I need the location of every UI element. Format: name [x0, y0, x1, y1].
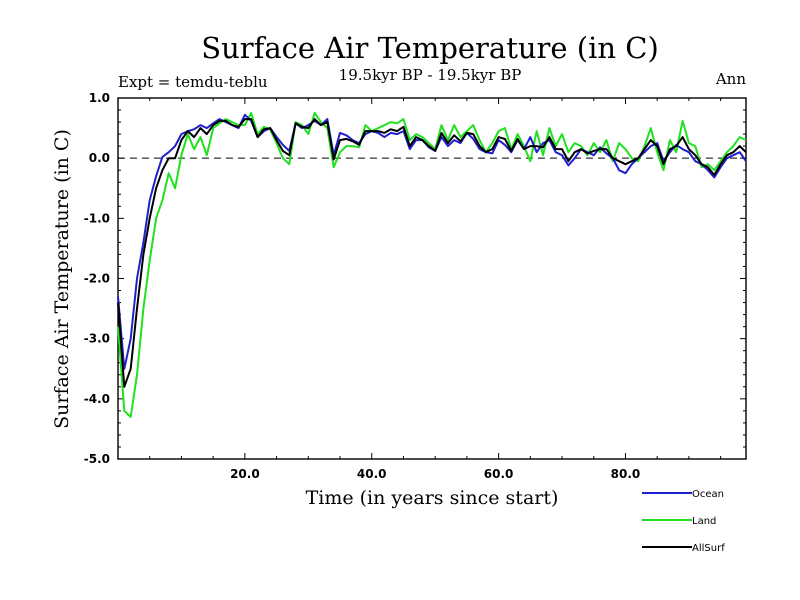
legend: Ocean Land AllSurf — [642, 489, 725, 554]
x-axis-label: Time (in years since start) — [306, 487, 559, 509]
y-tick-label: -1.0 — [84, 211, 110, 225]
x-tick-label: 40.0 — [357, 467, 387, 481]
legend-label-ocean: Ocean — [692, 489, 724, 500]
y-tick-label: -3.0 — [84, 332, 110, 346]
y-tick-label: -2.0 — [84, 272, 110, 286]
plot-frame — [117, 97, 747, 460]
series-lines — [117, 112, 747, 418]
y-tick-label: 1.0 — [89, 91, 110, 105]
experiment-label: Expt = temdu-teblu — [118, 73, 268, 91]
y-tick-label: -4.0 — [84, 392, 110, 406]
plot-area: -5.0 -4.0 -3.0 -2.0 -1.0 0.0 1.0 20.0 40.0 60.0 80… — [84, 91, 747, 481]
y-axis-label: Surface Air Temperature (in C) — [51, 129, 73, 429]
chart-title: Surface Air Temperature (in C) — [201, 31, 659, 65]
legend-label-allsurf: AllSurf — [692, 543, 725, 554]
season-label: Ann — [715, 70, 746, 88]
series-line-ocean — [117, 113, 747, 370]
x-tick-label: 80.0 — [611, 467, 641, 481]
series-line-allsurf — [117, 118, 747, 388]
y-tick-label: 0.0 — [89, 151, 110, 165]
legend-label-land: Land — [692, 516, 716, 527]
x-tick-label: 20.0 — [230, 467, 260, 481]
x-tick-label: 60.0 — [484, 467, 514, 481]
axis-ticks: -5.0 -4.0 -3.0 -2.0 -1.0 0.0 1.0 20.0 40.0 60.0 80… — [84, 91, 746, 481]
y-tick-label: -5.0 — [84, 452, 110, 466]
chart-subtitle: 19.5kyr BP - 19.5kyr BP — [339, 66, 522, 84]
